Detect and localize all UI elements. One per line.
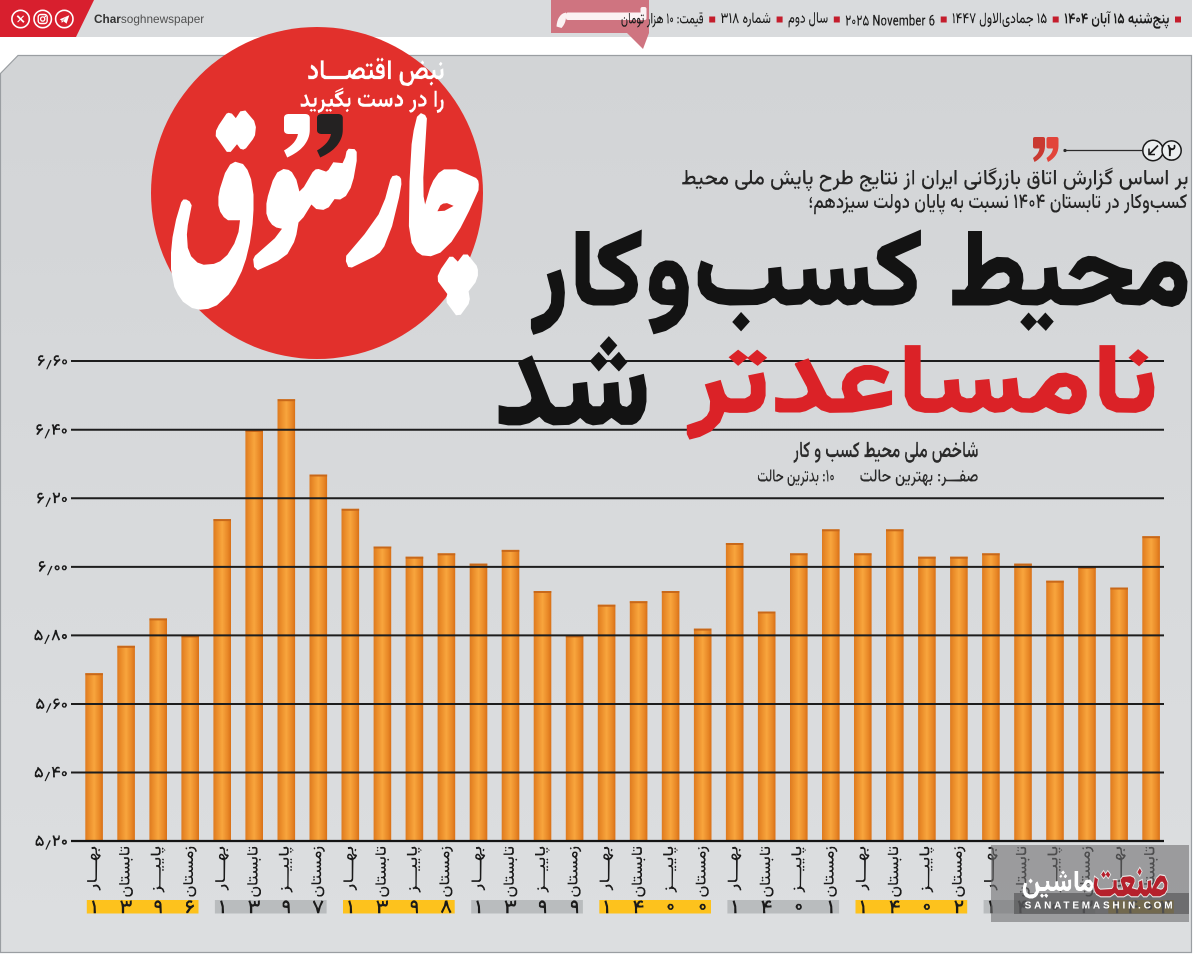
svg-text:Charsoghnewspaper: Charsoghnewspaper	[94, 12, 204, 26]
svg-text:SANATEMASHIN.COM: SANATEMASHIN.COM	[1025, 901, 1176, 912]
